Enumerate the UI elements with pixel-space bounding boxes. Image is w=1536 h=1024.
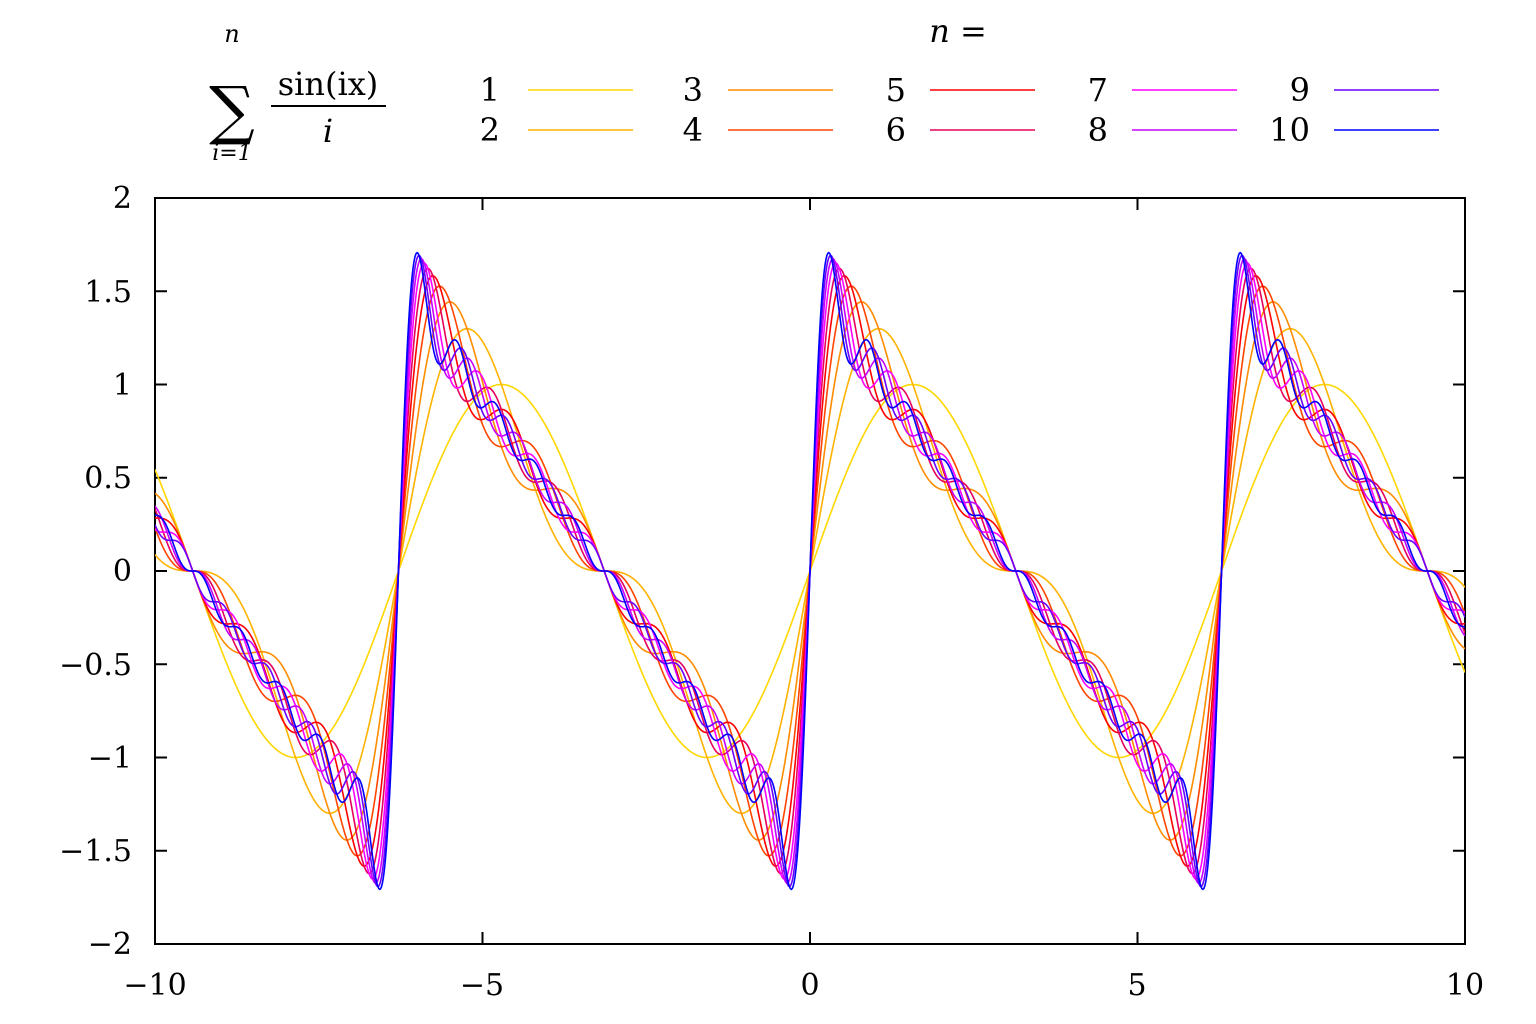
y-tick-label: 0 [113,554,132,589]
y-tick-label: 2 [113,181,132,216]
legend-label-n2: 2 [480,111,500,149]
legend-label-n3: 3 [683,71,703,109]
legend-label-n10: 10 [1269,111,1310,149]
series-line-n10 [155,251,1465,891]
legend-label-n6: 6 [886,111,906,149]
y-tick-label: 1.5 [84,275,132,310]
y-tick-label: −2 [88,927,132,962]
fraction-numerator: sin(ix) [278,65,379,103]
legend-label-n7: 7 [1088,71,1108,109]
x-tick-label: 5 [1127,968,1146,1003]
y-tick-label: −1 [88,741,132,776]
legend-label-n5: 5 [886,71,906,109]
legend-label-n8: 8 [1088,111,1108,149]
y-tick-label: 1 [113,368,132,403]
sum-lower-limit: i=1 [212,141,251,166]
sum-symbol: ∑ [209,74,255,148]
y-tick-labels: 2 1.5 1 0.5 0 −0.5 −1 −1.5 −2 [59,181,132,962]
legend: 12 34 56 78 910 [480,71,1439,149]
x-tick-labels: −10 −5 0 5 10 [123,968,1484,1003]
series-layer [155,251,1465,891]
x-tick-label: −5 [460,968,504,1003]
y-tick-label: 0.5 [84,461,132,496]
sum-upper-limit: n [224,20,239,48]
legend-label-n9: 9 [1290,71,1310,109]
function-label: n ∑ i=1 sin(ix) i [209,20,386,166]
axis-ticks [154,197,1466,945]
x-tick-label: 10 [1446,968,1484,1003]
y-tick-label: −0.5 [59,648,132,683]
y-tick-label: −1.5 [59,834,132,869]
legend-label-n1: 1 [480,71,500,109]
x-tick-label: 0 [800,968,819,1003]
legend-title: n = [929,12,987,50]
legend-label-n4: 4 [683,111,703,149]
fraction-denominator: i [323,112,333,150]
x-tick-label: −10 [123,968,186,1003]
